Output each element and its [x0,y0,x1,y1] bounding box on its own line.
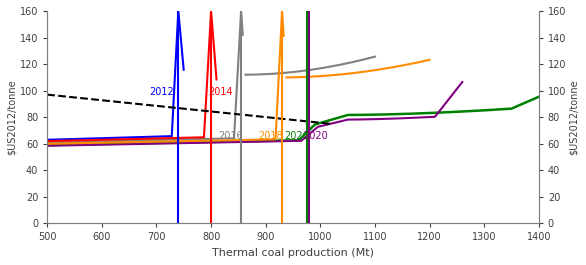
Text: 2020: 2020 [304,131,328,141]
Y-axis label: $US2012/tonne: $US2012/tonne [7,80,17,155]
Text: 2026: 2026 [284,131,309,141]
Text: 2018: 2018 [258,131,283,141]
Text: 2012: 2012 [149,87,174,97]
Text: 2016: 2016 [219,131,243,141]
X-axis label: Thermal coal production (Mt): Thermal coal production (Mt) [212,248,374,258]
Y-axis label: $US2012/tonne: $US2012/tonne [569,80,579,155]
Text: 2014: 2014 [209,87,233,97]
